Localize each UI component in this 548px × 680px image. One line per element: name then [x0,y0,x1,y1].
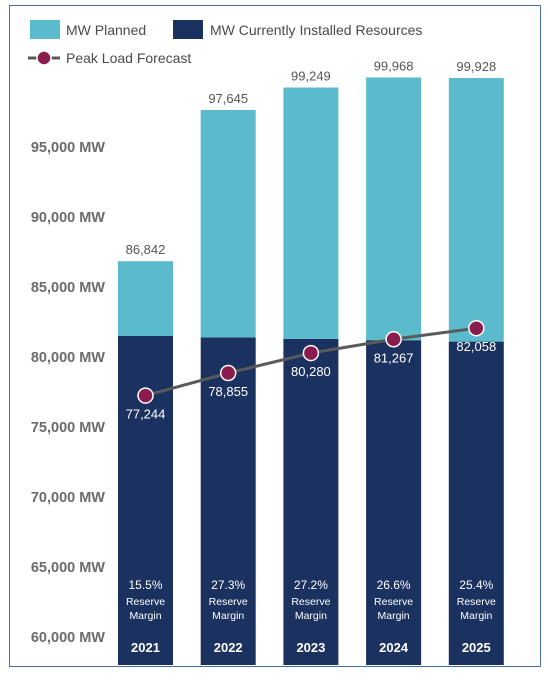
peak-load-label: 78,855 [208,384,248,399]
reserve-margin-label: Reserve [457,596,496,608]
legend-swatch-planned [30,20,60,39]
peak-load-marker [302,344,320,362]
data-labels: 86,842 15.5% Reserve Margin 2021 97,645 27.3% R… [126,58,497,655]
bar-installed [366,340,422,665]
y-tick-label: 60,000 MW [31,630,105,646]
reserve-margin-percent: 27.3% [211,578,245,592]
bar-planned [448,78,504,342]
peak-load-label: 81,267 [374,350,414,365]
bar-total-label: 97,645 [208,91,248,106]
x-tick-label: 2023 [296,640,325,655]
y-tick-label: 90,000 MW [31,210,105,226]
legend: MW Planned MW Currently Installed Resour… [28,20,422,66]
peak-load-label: 82,058 [456,339,496,354]
bar-total-label: 99,249 [291,69,331,84]
reserve-margin-percent: 26.6% [377,578,411,592]
bar-planned [118,261,173,336]
reserve-margin-label: Reserve [291,596,330,608]
y-axis: 60,000 MW 65,000 MW 70,000 MW 75,000 MW 80,0… [31,140,105,646]
peak-load-line [137,319,485,404]
x-tick-label: 2024 [379,640,409,655]
peak-load-marker [385,331,402,348]
peak-load-label: 80,280 [291,364,331,379]
bar-installed [283,338,339,665]
bar-planned [366,77,422,341]
peak-load-marker [219,364,237,382]
y-tick-label: 65,000 MW [31,560,105,576]
bar-installed [448,341,504,665]
reserve-margin-percent: 25.4% [459,578,493,592]
reserve-margin-label: Margin [378,610,410,622]
legend-swatch-installed [173,20,203,39]
legend-label-planned: MW Planned [66,22,146,38]
y-tick-label: 85,000 MW [31,280,105,296]
reserve-margin-label: Reserve [209,596,248,608]
peak-load-marker [468,319,485,337]
chart-frame [9,5,541,667]
x-tick-label: 2021 [131,640,160,655]
bar-planned [283,87,339,339]
bar-installed [200,337,256,665]
bar-total-label: 99,968 [374,58,414,73]
y-tick-label: 70,000 MW [31,490,105,506]
reserve-margin-label: Margin [212,610,244,622]
peak-load-label: 77,244 [126,407,166,422]
reserve-margin-percent: 15.5% [128,578,162,592]
reserve-margin-label: Margin [129,610,161,622]
y-tick-label: 80,000 MW [31,350,105,366]
x-tick-label: 2025 [462,640,491,655]
reserve-margin-percent: 27.2% [294,578,328,592]
reserve-margin-label: Margin [295,610,327,622]
bar-planned [200,109,256,338]
reserve-margin-label: Reserve [374,596,413,608]
reserve-margin-label: Reserve [126,596,165,608]
legend-label-installed: MW Currently Installed Resources [210,22,422,38]
y-tick-label: 75,000 MW [31,420,105,436]
bar-total-label: 86,842 [126,242,166,257]
bars [118,77,504,665]
reserve-margin-label: Margin [460,610,492,622]
bar-total-label: 99,928 [456,59,496,74]
peak-load-marker [137,387,154,404]
x-tick-label: 2022 [214,640,243,655]
legend-label-peak: Peak Load Forecast [66,50,191,66]
legend-marker-peak [36,50,52,66]
y-tick-label: 95,000 MW [31,140,105,156]
